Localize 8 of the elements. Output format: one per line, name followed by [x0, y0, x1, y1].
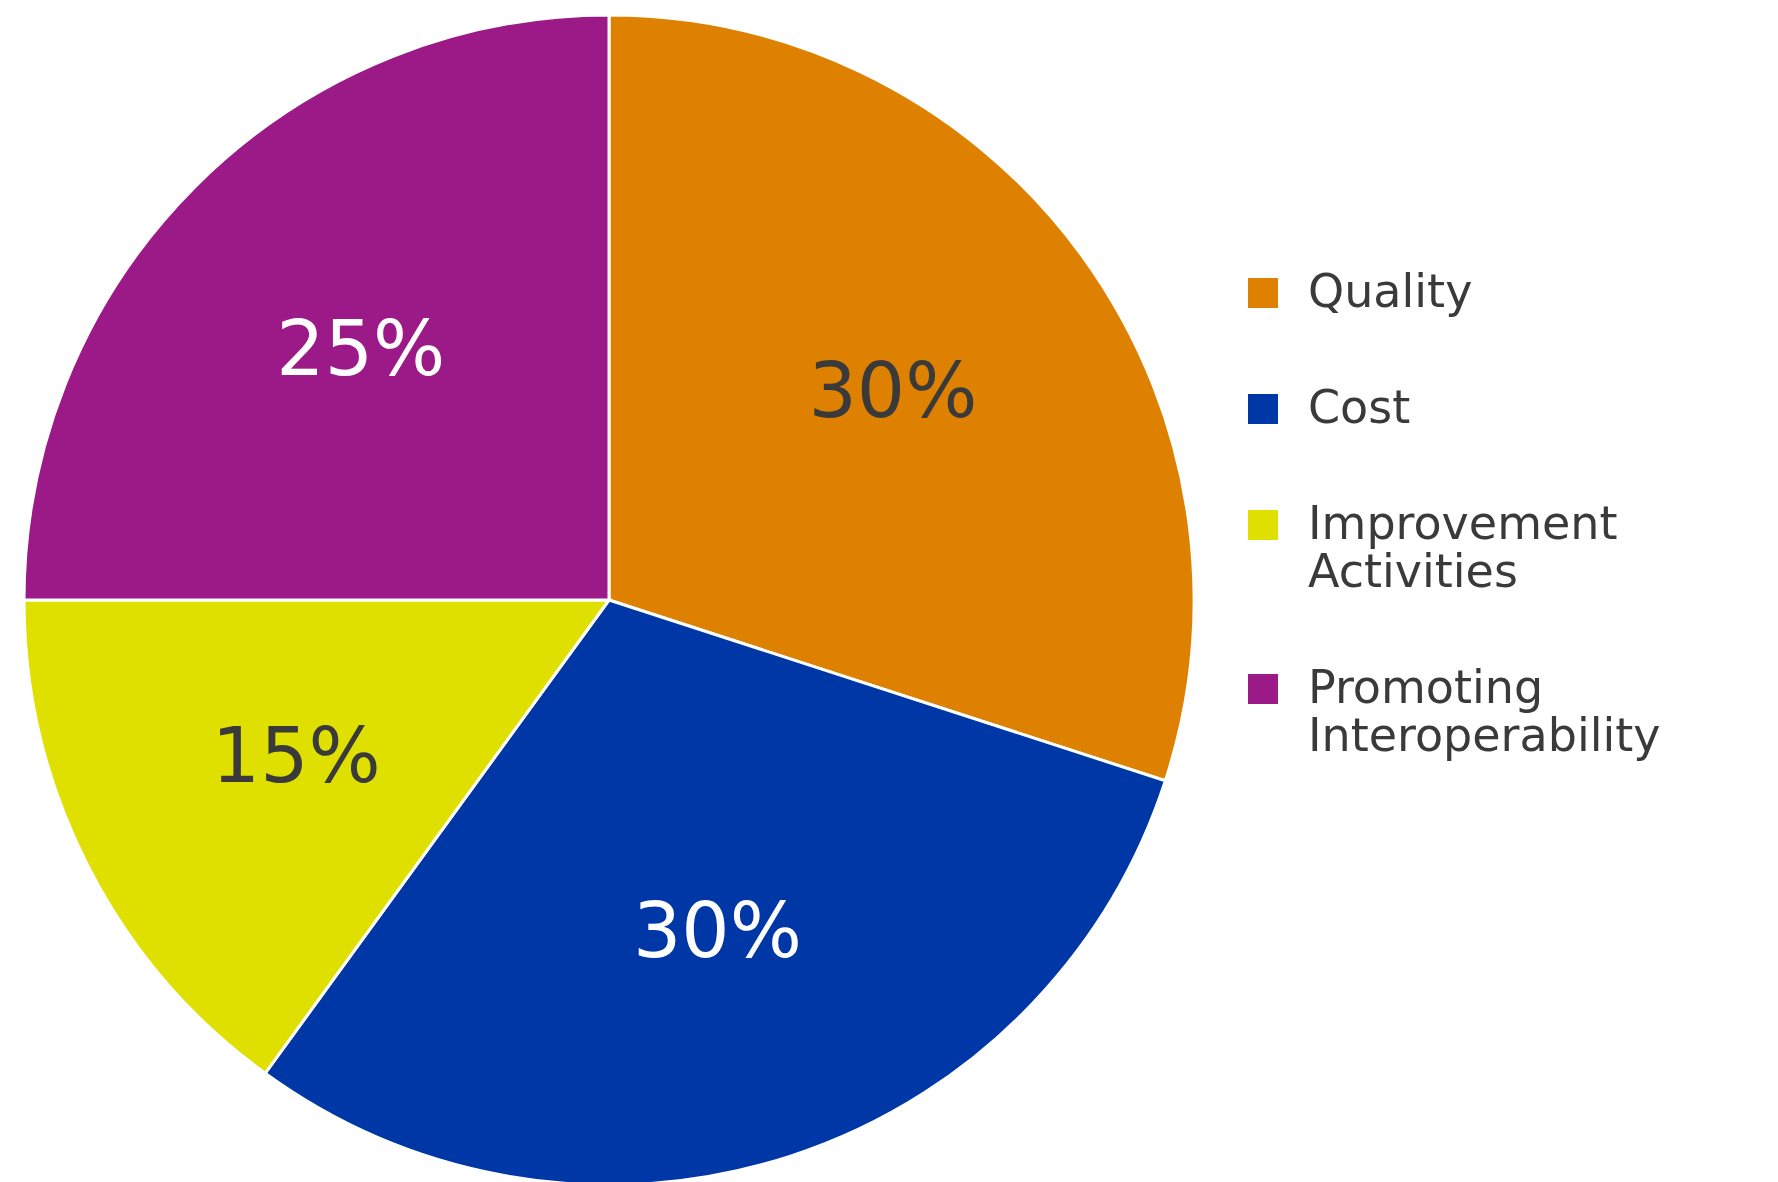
data-label: 30% — [808, 345, 978, 435]
data-label: 30% — [633, 885, 802, 975]
data-label: 15% — [211, 711, 381, 801]
legend-label: Improvement Activities — [1308, 496, 1618, 598]
legend-label: Quality — [1308, 264, 1473, 318]
legend-label: Promoting Interoperability — [1308, 660, 1661, 762]
legend-label: Cost — [1308, 380, 1411, 434]
data-label: 25% — [276, 303, 446, 393]
